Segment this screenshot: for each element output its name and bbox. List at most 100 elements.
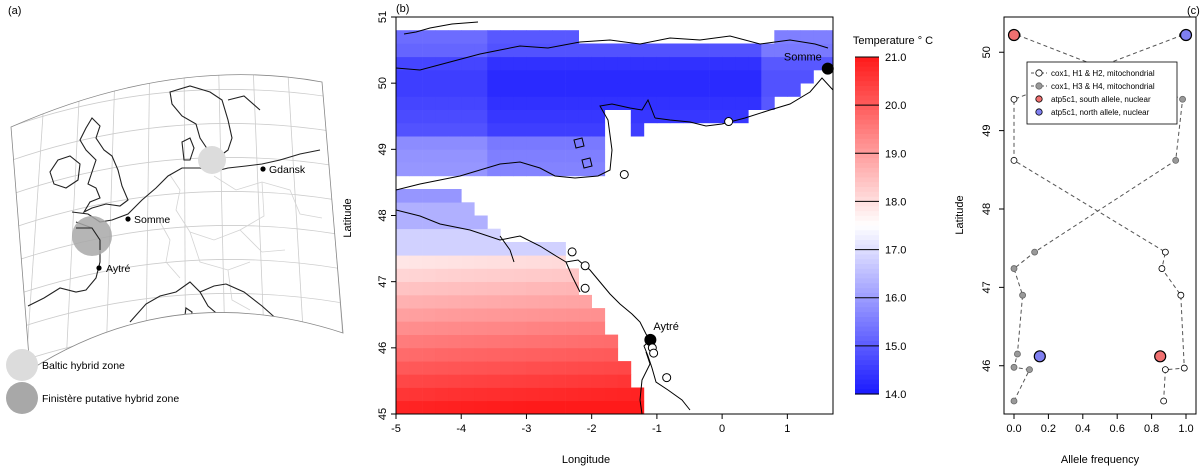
city-label-gdansk: Gdansk	[269, 164, 306, 176]
temperature-cell	[409, 334, 423, 349]
temperature-cell	[396, 374, 410, 388]
legend-marker	[1035, 69, 1043, 77]
colorbar-segment	[855, 81, 879, 87]
temperature-cell	[539, 69, 553, 84]
colorbar-segment	[855, 336, 879, 342]
temperature-cell	[669, 96, 684, 110]
temperature-cell	[422, 215, 436, 230]
colorbar-segment	[855, 264, 879, 270]
temperature-cell	[487, 255, 501, 269]
temperature-cell	[409, 281, 423, 296]
x-tick-label: 1.0	[1178, 423, 1193, 435]
colorbar-segment	[855, 312, 879, 318]
temperature-cell	[396, 334, 410, 349]
temperature-cell	[513, 400, 527, 414]
temperature-cell	[565, 308, 579, 322]
map-panel-a: Gdansk Somme Aytré Baltic hybrid zone Fi…	[6, 74, 344, 414]
temperature-cell	[591, 56, 606, 71]
temperature-cell	[422, 374, 436, 388]
temperature-cell	[761, 43, 775, 58]
temperature-cell	[500, 109, 514, 124]
temperature-cell	[500, 294, 514, 309]
temperature-cell	[513, 268, 527, 282]
temperature-cell	[591, 321, 606, 335]
temperature-cell	[435, 242, 449, 256]
temperature-cell	[578, 69, 592, 84]
colorbar-segment	[855, 331, 879, 337]
temperature-cell	[409, 83, 423, 97]
temperature-cell	[422, 189, 436, 203]
temperature-cell	[565, 347, 579, 362]
temperature-cell	[448, 162, 462, 177]
y-tick-label: 45	[377, 408, 389, 420]
colorbar-segment	[855, 389, 879, 395]
temperature-cell	[526, 122, 540, 137]
temperature-cell	[683, 43, 697, 58]
temperature-cell	[409, 387, 423, 402]
temperature-cell	[396, 361, 410, 375]
temperature-cell	[526, 281, 540, 296]
colorbar-segment	[855, 254, 879, 260]
legend-box-c	[1026, 61, 1178, 125]
temperature-cell	[513, 334, 527, 349]
temperature-cell	[630, 109, 645, 124]
colorbar-segment	[855, 235, 879, 241]
temperature-cell	[526, 334, 540, 349]
temperature-cell	[409, 308, 423, 322]
temperature-cell	[461, 162, 475, 177]
temperature-cell	[513, 294, 527, 309]
temperature-cell	[787, 69, 801, 84]
temperature-cell	[552, 400, 566, 414]
data-point	[1010, 265, 1018, 272]
temperature-cell	[578, 361, 592, 375]
temperature-cell	[435, 56, 449, 71]
temperature-cell	[396, 136, 410, 150]
temperature-cell	[487, 69, 501, 84]
temperature-cell	[565, 69, 579, 84]
temperature-cell	[487, 268, 501, 282]
temperature-cell	[500, 149, 514, 163]
temperature-cell	[474, 122, 488, 137]
temperature-cell	[552, 149, 566, 163]
temperature-cell	[500, 281, 514, 296]
temperature-cell	[448, 294, 462, 309]
data-point	[1179, 95, 1186, 103]
colorbar-segment	[855, 220, 879, 227]
temperature-cell	[500, 30, 514, 44]
temperature-cell	[526, 56, 540, 71]
legend-marker	[1035, 95, 1043, 103]
colorbar-segment	[855, 268, 879, 275]
temperature-cell	[578, 56, 592, 71]
temperature-cell	[409, 109, 423, 124]
temperature-cell	[604, 96, 619, 110]
temperature-cell	[683, 96, 697, 110]
temperature-cell	[552, 109, 566, 124]
temperature-cell	[526, 136, 540, 150]
temperature-cell	[396, 122, 410, 137]
temperature-cell	[826, 43, 833, 58]
data-point	[1180, 364, 1188, 372]
legend-label: atp5c1, south allele, nuclear	[1051, 95, 1151, 104]
temperature-cell	[787, 43, 801, 58]
temperature-cell	[604, 56, 619, 71]
temperature-cell	[448, 308, 462, 322]
temperature-cell	[617, 43, 632, 58]
temperature-cell	[526, 400, 540, 414]
temperature-cell	[526, 109, 540, 124]
temperature-cell	[669, 83, 684, 97]
temperature-cell	[578, 149, 592, 163]
temperature-cell	[409, 162, 423, 177]
temperature-cell	[487, 136, 501, 150]
temperature-cell	[800, 69, 814, 84]
colorbar-segment	[855, 225, 879, 231]
temperature-cell	[578, 122, 592, 137]
temperature-cell	[591, 149, 606, 163]
data-point	[1026, 366, 1033, 374]
temperature-cell	[539, 294, 553, 309]
temperature-cell	[474, 242, 488, 256]
colorbar-segment	[855, 138, 879, 145]
temperature-cell	[526, 321, 540, 335]
temperature-cell	[487, 400, 501, 414]
colorbar-segment	[855, 273, 879, 280]
temperature-cell	[552, 30, 566, 44]
